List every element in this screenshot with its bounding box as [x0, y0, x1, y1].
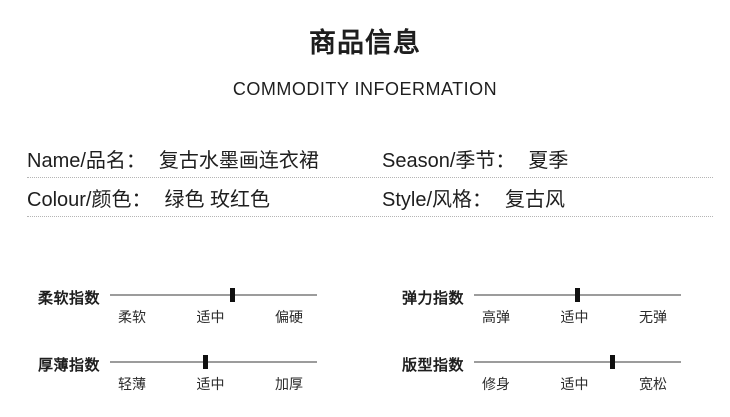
page-title: 商品信息: [309, 28, 421, 58]
gauge-title: 版型指数: [402, 357, 465, 374]
gauge-slider: 高弹 适中 无弹: [474, 285, 681, 327]
slider-tick-labels: 修身 适中 宽松: [474, 363, 681, 394]
tick-label: 宽松: [639, 376, 667, 392]
gauge-title: 柔软指数: [38, 290, 101, 307]
slider-marker: [202, 355, 208, 369]
elasticity-index-gauge: 弹力指数 高弹 适中 无弹: [402, 285, 682, 331]
slider-marker: [229, 288, 235, 302]
slider-track: [110, 294, 317, 296]
tick-label: 修身: [482, 376, 510, 392]
attribute-cell-colour: Colour/颜色： 绿色 玫红色: [27, 183, 382, 212]
attribute-value: 夏季: [528, 149, 569, 172]
attribute-label: Style/风格：: [382, 188, 493, 211]
tick-label: 适中: [560, 376, 589, 392]
attribute-value: 复古水墨画连衣裙: [158, 149, 319, 172]
tick-label: 适中: [196, 309, 225, 325]
slider-marker: [610, 355, 616, 369]
attribute-label: Season/季节：: [382, 149, 516, 172]
slider-marker: [575, 288, 580, 302]
attribute-value: 复古风: [505, 188, 566, 211]
fit-index-gauge: 版型指数 修身 适中 宽松: [402, 352, 682, 398]
slider-tick-labels: 轻薄 适中 加厚: [110, 363, 317, 394]
thickness-index-gauge: 厚薄指数 轻薄 适中 加厚: [38, 352, 318, 398]
tick-label: 适中: [196, 376, 225, 392]
gauge-slider: 轻薄 适中 加厚: [110, 352, 317, 394]
tick-label: 加厚: [275, 376, 303, 392]
table-row: Colour/颜色： 绿色 玫红色 Style/风格： 复古风: [27, 178, 713, 217]
attribute-cell-season: Season/季节： 夏季: [382, 144, 713, 173]
slider-tick-labels: 高弹 适中 无弹: [474, 296, 681, 327]
attribute-cell-style: Style/风格： 复古风: [382, 183, 713, 212]
page-subtitle: COMMODITY INFOERMATION: [232, 79, 498, 99]
tick-label: 无弹: [639, 309, 667, 325]
attribute-label: Name/品名：: [27, 149, 146, 172]
slider-tick-labels: 柔软 适中 偏硬: [110, 296, 317, 327]
tick-label: 高弹: [482, 309, 510, 325]
tick-label: 柔软: [118, 309, 146, 325]
tick-label: 偏硬: [275, 309, 303, 325]
attribute-cell-name: Name/品名： 复古水墨画连衣裙: [27, 144, 382, 173]
attribute-value: 绿色 玫红色: [164, 188, 271, 211]
gauge-title: 厚薄指数: [38, 357, 101, 374]
slider-track: [474, 361, 681, 363]
attribute-label: Colour/颜色：: [27, 188, 152, 211]
gauge-title: 弹力指数: [402, 290, 465, 307]
softness-index-gauge: 柔软指数 柔软 适中 偏硬: [38, 285, 318, 331]
product-attributes-table: Name/品名： 复古水墨画连衣裙 Season/季节： 夏季 Colour/颜色：…: [27, 139, 713, 217]
table-row: Name/品名： 复古水墨画连衣裙 Season/季节： 夏季: [27, 139, 713, 178]
gauge-slider: 修身 适中 宽松: [474, 352, 681, 394]
slider-track: [110, 361, 317, 363]
tick-label: 轻薄: [118, 376, 146, 392]
tick-label: 适中: [560, 309, 589, 325]
gauge-slider: 柔软 适中 偏硬: [110, 285, 317, 327]
